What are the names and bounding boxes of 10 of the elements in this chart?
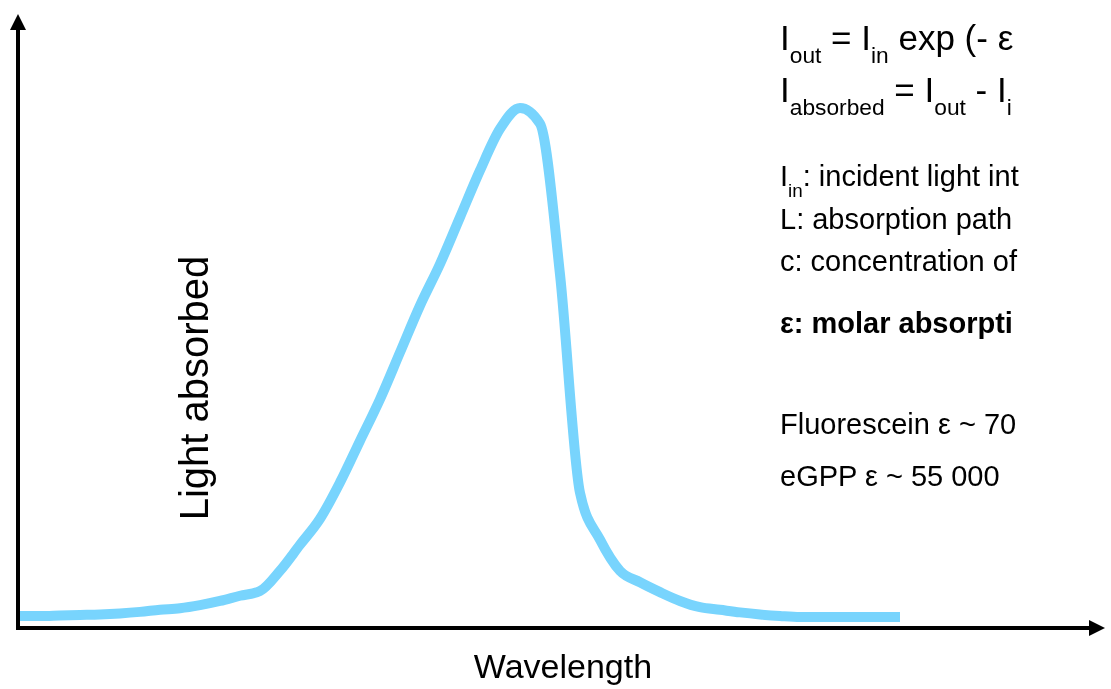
annotation: ε: molar absorpti <box>780 307 1013 339</box>
annotation: eGPP ε ~ 55 000 <box>780 460 1000 492</box>
text: I$_{out}$ = I$_{in}$ exp (- ε <box>780 18 1014 68</box>
y-axis-title: Light absorbed <box>172 255 216 521</box>
annotation: I$_{absorbed}$ = I$_{out}$ - I$_{i}$ <box>780 70 1012 120</box>
annotation: I$_{in}$: incident light int <box>780 160 1019 201</box>
annotation: c: concentration of <box>780 245 1018 277</box>
annotation: L: absorption path <box>780 203 1013 235</box>
annotation: Fluorescein ε ~ 70 <box>780 408 1017 440</box>
x-axis-title: Wavelength <box>473 647 653 685</box>
